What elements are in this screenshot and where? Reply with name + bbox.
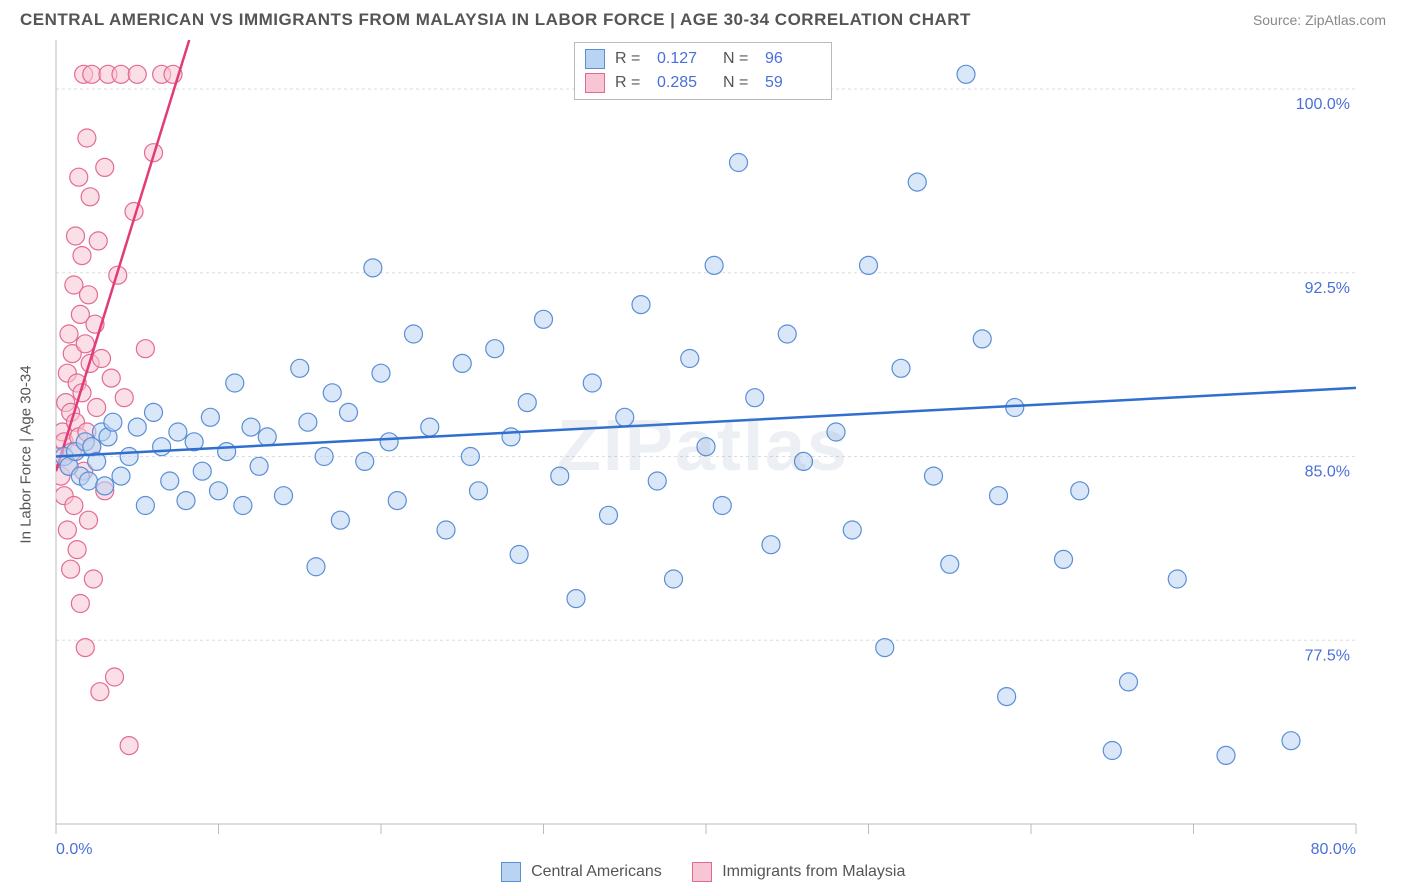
legend-n-label: N = xyxy=(723,50,755,68)
legend-item-0: Central Americans xyxy=(501,862,662,882)
legend-row-0: R = 0.127 N = 96 xyxy=(585,47,821,71)
legend-label-0: Central Americans xyxy=(531,863,662,880)
svg-text:85.0%: 85.0% xyxy=(1305,464,1350,481)
legend-n-value-1: 59 xyxy=(765,74,821,92)
scatter-chart: 77.5% 85.0% 92.5% 100.0% 0.0% 80.0% xyxy=(20,36,1386,856)
legend-swatch-icon xyxy=(501,862,521,882)
y-axis-label: In Labor Force | Age 30-34 xyxy=(18,365,35,543)
legend-swatch-blue xyxy=(585,49,605,69)
legend-n-label: N = xyxy=(723,74,755,92)
legend-swatch-pink xyxy=(585,73,605,93)
legend-correlation: R = 0.127 N = 96 R = 0.285 N = 59 xyxy=(574,42,832,100)
source-label: Source: ZipAtlas.com xyxy=(1253,12,1386,28)
legend-n-value-0: 96 xyxy=(765,50,821,68)
legend-r-value-0: 0.127 xyxy=(657,50,713,68)
legend-row-1: R = 0.285 N = 59 xyxy=(585,71,821,95)
legend-item-1: Immigrants from Malaysia xyxy=(692,862,906,882)
chart-title: CENTRAL AMERICAN VS IMMIGRANTS FROM MALA… xyxy=(20,10,971,30)
title-bar: CENTRAL AMERICAN VS IMMIGRANTS FROM MALA… xyxy=(0,0,1406,36)
legend-swatch-icon xyxy=(692,862,712,882)
legend-series: Central Americans Immigrants from Malays… xyxy=(0,862,1406,882)
svg-text:92.5%: 92.5% xyxy=(1305,280,1350,297)
svg-text:77.5%: 77.5% xyxy=(1305,647,1350,664)
svg-text:80.0%: 80.0% xyxy=(1311,841,1356,856)
legend-r-value-1: 0.285 xyxy=(657,74,713,92)
svg-text:100.0%: 100.0% xyxy=(1296,96,1350,113)
legend-r-label: R = xyxy=(615,50,647,68)
legend-label-1: Immigrants from Malaysia xyxy=(722,863,905,880)
legend-r-label: R = xyxy=(615,74,647,92)
chart-container: In Labor Force | Age 30-34 77.5% 85.0% 92.… xyxy=(20,36,1386,856)
svg-text:0.0%: 0.0% xyxy=(56,841,92,856)
